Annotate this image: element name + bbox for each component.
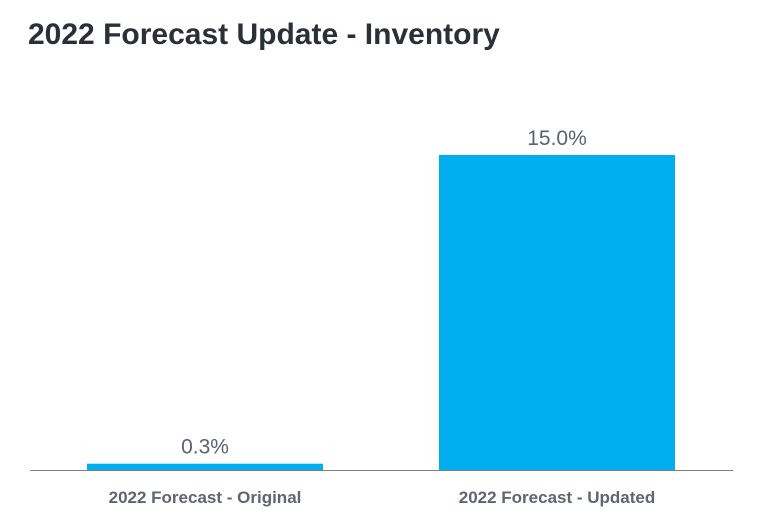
bars-layer bbox=[87, 155, 675, 470]
value-labels-layer: 0.3% 15.0% bbox=[181, 127, 587, 459]
chart-title: 2022 Forecast Update - Inventory bbox=[28, 18, 500, 51]
data-label-2: 15.0% bbox=[527, 127, 587, 150]
x-tick-label-1: 2022 Forecast - Original bbox=[109, 488, 302, 507]
data-label-1: 0.3% bbox=[181, 436, 229, 459]
x-tick-label-2: 2022 Forecast - Updated bbox=[459, 488, 656, 507]
bar-1 bbox=[87, 463, 323, 470]
bar-2 bbox=[439, 155, 675, 470]
tick-labels-layer: 2022 Forecast - Original 2022 Forecast - … bbox=[109, 488, 656, 507]
